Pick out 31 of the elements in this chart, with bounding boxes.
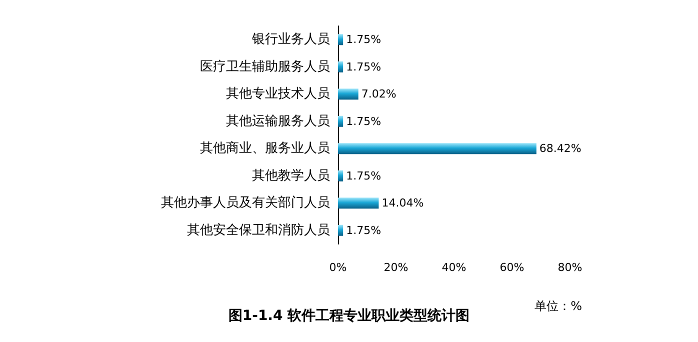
data-label: 68.42% <box>539 142 582 156</box>
text: 图1-1.4 软件工程专业职业类型统计图 <box>228 307 470 324</box>
y-tick-label: 其他教学人员 <box>252 168 330 184</box>
y-tick-label: 其他商业、服务业人员 <box>200 141 330 156</box>
data-label: 1.75% <box>346 33 382 46</box>
data-label: 1.75% <box>346 169 382 182</box>
y-tick-label: 其他专业技术人员 <box>226 86 330 102</box>
y-tick-label: 医疗卫生辅助服务人员 <box>200 59 330 74</box>
data-label: 1.75% <box>346 114 382 128</box>
x-tick-label: 20% <box>384 261 408 274</box>
data-label: 7.02% <box>361 88 396 101</box>
x-tick-label: 0% <box>329 261 347 274</box>
x-tick-label: 60% <box>500 261 524 274</box>
bar <box>338 61 344 72</box>
bar <box>338 116 344 127</box>
bar <box>338 224 344 236</box>
x-tick-label: 40% <box>442 261 466 274</box>
bar <box>338 88 358 100</box>
data-label: 1.75% <box>346 224 382 237</box>
x-tick-label: 80% <box>558 261 582 274</box>
data-label: 14.04% <box>382 196 424 210</box>
y-tick-label: 银行业务人员 <box>251 32 330 48</box>
y-tick-label: 其他运输服务人员 <box>226 114 330 129</box>
bar <box>338 34 344 46</box>
y-tick-label: 其他安全保卫和消防人员 <box>187 222 330 238</box>
data-label: 1.75% <box>346 60 382 74</box>
bar <box>338 170 344 182</box>
bar <box>338 143 536 154</box>
text: 单位：% <box>534 299 582 313</box>
bar <box>338 198 379 209</box>
y-tick-label: 其他办事人员及有关部门人员 <box>161 194 330 211</box>
